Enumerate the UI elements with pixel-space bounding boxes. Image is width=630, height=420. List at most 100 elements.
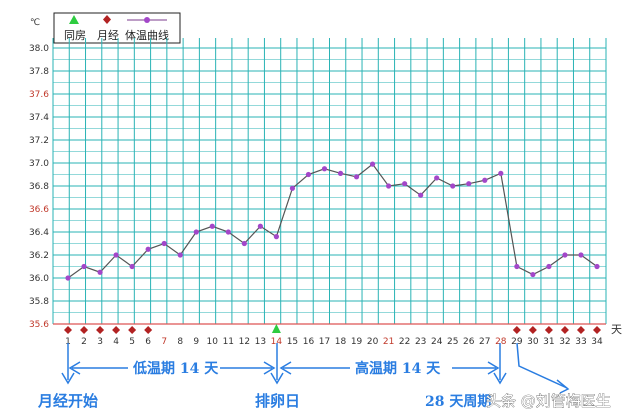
bbt-point — [65, 275, 71, 281]
x-tick-label: 7 — [161, 337, 167, 347]
low-phase-arrowhead-left — [68, 361, 81, 375]
bbt-point — [530, 271, 536, 278]
y-unit-label: ℃ — [30, 18, 40, 28]
x-tick-label: 4 — [113, 337, 119, 347]
bbt-point — [161, 240, 167, 247]
y-tick-label: 37.0 — [29, 159, 49, 169]
period-start-arrowhead — [61, 372, 75, 385]
x-tick-label: 9 — [193, 337, 199, 347]
bbt-point — [369, 161, 376, 167]
y-tick-label: 37.4 — [29, 113, 49, 123]
high-phase-arrowhead-left — [279, 361, 292, 375]
x-tick-labels: 1 2 3 4 5 6 7 8 9 10 11 12 13 14 15 16 17 18 19 20 21 22 23 24 2… — [65, 337, 603, 347]
period-marker — [80, 326, 89, 334]
high-phase-arrowhead-right — [487, 361, 500, 375]
low-phase-arrowhead-right — [263, 361, 276, 375]
x-tick-label: 10 — [207, 337, 219, 347]
x-tick-label: 18 — [335, 337, 347, 347]
bbt-point — [482, 177, 488, 183]
x-tick-label: 32 — [559, 337, 570, 347]
bbt-point — [305, 171, 312, 178]
x-tick-label: 28 — [495, 337, 507, 347]
x-tick-label: 23 — [415, 337, 426, 347]
period-marker — [512, 326, 521, 334]
x-tick-label: 11 — [223, 337, 234, 347]
y-tick-label: 36.4 — [29, 228, 49, 238]
low-phase-label: 低温期 14 天 — [132, 360, 219, 377]
y-tick-label: 38.0 — [29, 44, 49, 54]
bbt-point — [257, 223, 263, 229]
bbt-point — [514, 263, 520, 270]
x-tick-label: 16 — [303, 337, 315, 347]
x-tick-label: 31 — [543, 337, 554, 347]
bbt-point — [209, 223, 215, 229]
x-tick-label: 30 — [527, 337, 539, 347]
legend-period-label: 月经 — [97, 29, 119, 42]
x-tick-label: 19 — [351, 337, 363, 347]
bbt-point — [225, 229, 231, 235]
period-marker — [560, 326, 569, 334]
bbt-point — [113, 252, 119, 258]
bbt-point — [402, 181, 408, 187]
bbt-point — [450, 183, 456, 189]
intercourse-marker — [271, 324, 281, 333]
bbt-point — [193, 229, 199, 235]
day-markers — [64, 324, 601, 334]
bbt-point — [273, 234, 279, 240]
bbt-point — [562, 252, 568, 258]
x-tick-label: 20 — [367, 337, 379, 347]
y-tick-label: 37.6 — [29, 90, 49, 100]
period-marker — [593, 326, 601, 334]
high-phase-label: 高温期 14 天 — [355, 360, 441, 377]
x-tick-label: 12 — [239, 337, 250, 347]
x-tick-label: 1 — [65, 337, 71, 347]
x-tick-label: 25 — [447, 337, 458, 347]
period-start-label: 月经开始 — [37, 392, 98, 410]
x-tick-label: 17 — [319, 337, 330, 347]
bbt-point — [578, 252, 584, 258]
period-marker — [528, 326, 537, 334]
period-legend-icon — [103, 15, 111, 24]
bbt-point — [498, 170, 504, 176]
bbt-point — [546, 263, 552, 270]
bbt-point — [594, 263, 600, 270]
y-tick-label: 37.2 — [29, 136, 49, 146]
watermark: 头条 @刘管梅医生 — [486, 392, 611, 410]
bbt-point — [386, 183, 392, 189]
x-tick-label: 5 — [129, 337, 135, 347]
ovulation-arrowhead — [270, 372, 284, 385]
bbt-point — [81, 263, 87, 270]
period-marker — [576, 326, 585, 334]
x-tick-label: 6 — [145, 337, 151, 347]
bbt-point — [353, 174, 360, 180]
bbt-point — [321, 166, 328, 172]
bbt-point — [177, 252, 183, 258]
y-tick-label: 35.8 — [29, 297, 49, 307]
period-marker — [544, 326, 553, 334]
y-tick-label: 36.8 — [29, 182, 49, 192]
y-tick-label: 37.8 — [29, 67, 49, 77]
x-tick-label: 21 — [383, 337, 394, 347]
x-tick-label: 24 — [431, 337, 443, 347]
y-tick-label: 36.6 — [29, 205, 49, 215]
x-tick-label: 14 — [271, 337, 283, 347]
period-marker — [144, 326, 153, 334]
period-marker — [112, 326, 121, 334]
legend-intercourse-label: 同房 — [64, 29, 86, 42]
day-unit-label: 天 — [611, 323, 622, 336]
bbt-point — [337, 170, 344, 176]
x-tick-label: 33 — [575, 337, 586, 347]
y-tick-labels: 38.0 37.8 37.6 37.4 37.2 37.0 36.8 36.6 36.4 36.2… — [29, 44, 49, 330]
cycle-end-arrowhead — [493, 372, 507, 385]
x-tick-label: 2 — [81, 337, 87, 347]
bbt-point — [97, 269, 103, 275]
next-cycle-arrowhead — [556, 379, 570, 394]
legend: 同房 月经 体温曲线 — [53, 12, 181, 44]
temperature-curve — [65, 161, 600, 281]
curve-legend-dot — [144, 17, 150, 23]
x-tick-label: 29 — [511, 337, 523, 347]
bbt-point — [241, 240, 247, 247]
next-cycle-arrow — [516, 342, 568, 389]
x-tick-label: 13 — [255, 337, 266, 347]
